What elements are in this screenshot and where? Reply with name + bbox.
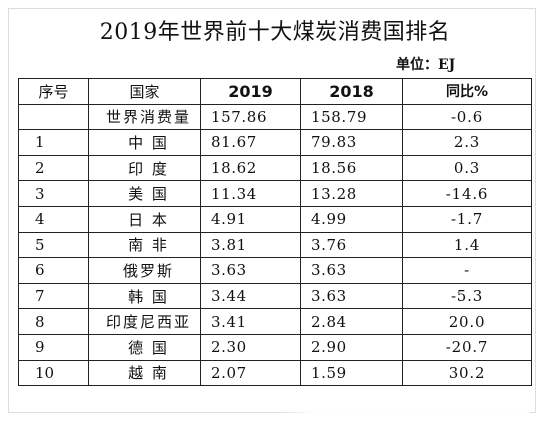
cell-country: 越 南: [88, 359, 201, 387]
cell-2018: 2.84: [300, 308, 403, 335]
cell-rank: 8: [18, 308, 89, 335]
cell-yoy: 0.3: [402, 154, 532, 182]
cell-2018: 3.63: [300, 257, 403, 284]
cell-2019: 2.30: [200, 333, 301, 361]
header-country: 国家: [88, 78, 201, 105]
cell-2018: 158.79: [300, 103, 403, 131]
cell-rank: 1: [18, 129, 89, 156]
cell-2019: 3.81: [200, 231, 301, 259]
cell-2018: 2.90: [300, 333, 403, 361]
cell-2019: 3.41: [200, 308, 301, 335]
cell-2019: 3.44: [200, 282, 301, 310]
cell-2018: 13.28: [300, 180, 403, 207]
cell-rank: 10: [18, 359, 89, 387]
cell-rank: 7: [18, 282, 89, 310]
cell-2018: 18.56: [300, 154, 403, 182]
cell-rank: 4: [18, 205, 89, 233]
cell-2019: 4.91: [200, 205, 301, 233]
header-2018: 2018: [300, 78, 403, 105]
cell-2018: 79.83: [300, 129, 403, 156]
cell-rank: 2: [18, 154, 89, 182]
header-rank: 序号: [18, 78, 89, 105]
cell-rank: 3: [18, 180, 89, 207]
cell-2019: 18.62: [200, 154, 301, 182]
table-body: 世界消费量 157.86 158.79 -0.6 1 中 国 81.67 79.83 2.3 2 印…: [18, 103, 532, 387]
cell-yoy: 20.0: [402, 308, 532, 335]
cell-rank: [18, 103, 89, 131]
cell-yoy: -20.7: [402, 333, 532, 361]
cell-country: 俄罗斯: [88, 257, 201, 284]
cell-yoy: 1.4: [402, 231, 532, 259]
header-2019: 2019: [200, 78, 301, 105]
cell-yoy: -0.6: [402, 103, 532, 131]
cell-rank: 5: [18, 231, 89, 259]
cell-2019: 11.34: [200, 180, 301, 207]
header-yoy: 同比%: [402, 78, 532, 105]
cell-country: 美 国: [88, 180, 201, 207]
table-row: 6 俄罗斯 3.63 3.63-: [18, 257, 532, 284]
cell-country: 印度尼西亚: [88, 308, 201, 335]
cell-2018: 1.59: [300, 359, 403, 387]
cell-yoy: -: [402, 257, 532, 284]
cell-country: 中 国: [88, 129, 201, 156]
cell-yoy: 2.3: [402, 129, 532, 156]
cell-country: 南 非: [88, 231, 201, 259]
coal-consumption-table: 序号 国家 2019 2018 同比% 世界消费量 157.86 158.79 -0.…: [18, 78, 532, 387]
cell-yoy: -5.3: [402, 282, 532, 310]
cell-yoy: 30.2: [402, 359, 532, 387]
table-title: 2019年世界前十大煤炭消费国排名: [99, 20, 451, 45]
cell-2019: 157.86: [200, 103, 301, 131]
header-row: 序号 国家 2019 2018 同比%: [18, 78, 532, 105]
cell-country: 韩 国: [88, 282, 201, 310]
cell-2019: 3.63: [200, 257, 301, 284]
cell-2019: 2.07: [200, 359, 301, 387]
cell-2018: 3.76: [300, 231, 403, 259]
cell-rank: 9: [18, 333, 89, 361]
table-row: 8 印度尼西亚 3.41 2.84 20.0: [18, 308, 532, 335]
cell-country: 世界消费量: [88, 103, 201, 131]
cell-country: 印 度: [88, 154, 201, 182]
table-frame: [8, 8, 536, 413]
unit-label: 单位：EJ: [396, 57, 456, 73]
cell-2019: 81.67: [200, 129, 301, 156]
cell-2018: 4.99: [300, 205, 403, 233]
cell-rank: 6: [18, 257, 89, 284]
table-row: 10 越 南 2.07 1.59 30.2: [18, 359, 532, 387]
table-row: 世界消费量 157.86 158.79 -0.6: [18, 103, 532, 131]
cell-yoy: -14.6: [402, 180, 532, 207]
watermark-overlay: [280, 394, 530, 416]
cell-country: 日 本: [88, 205, 201, 233]
cell-country: 德 国: [88, 333, 201, 361]
cell-yoy: -1.7: [402, 205, 532, 233]
cell-2018: 3.63: [300, 282, 403, 310]
